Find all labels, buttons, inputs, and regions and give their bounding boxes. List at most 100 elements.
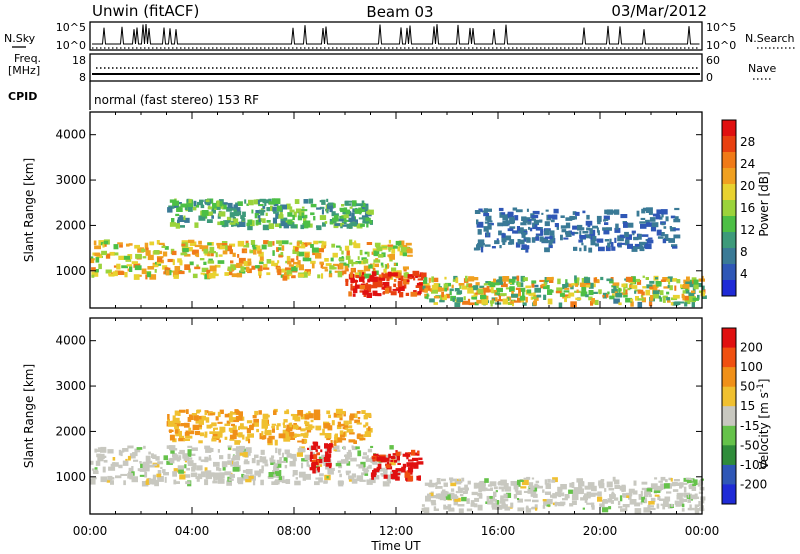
heatmap-cell [346, 471, 350, 476]
heatmap-cell [486, 230, 489, 237]
heatmap-cell [321, 454, 327, 458]
heatmap-cell [548, 244, 553, 249]
station-title: Unwin (fitACF) [92, 2, 199, 20]
heatmap-cell [258, 209, 266, 213]
heatmap-cell [304, 257, 312, 262]
heatmap-cell [216, 200, 220, 207]
heatmap-cell [603, 230, 610, 235]
ytick-label: 4000 [55, 128, 86, 142]
heatmap-cell [571, 283, 576, 286]
heatmap-cell [691, 301, 695, 308]
heatmap-cell [564, 287, 570, 290]
heatmap-cell [560, 225, 567, 229]
heatmap-cell [518, 293, 521, 297]
heatmap-cell [641, 487, 647, 491]
heatmap-cell [232, 429, 238, 436]
heatmap-cell [229, 434, 237, 440]
heatmap-cell [311, 445, 317, 450]
heatmap-cell [663, 499, 668, 504]
heatmap-cell [144, 471, 148, 478]
heatmap-cell [259, 433, 263, 439]
heatmap-cell [317, 274, 321, 279]
heatmap-cell [393, 472, 401, 476]
heatmap-cell [437, 286, 442, 292]
heatmap-cell [411, 449, 416, 456]
heatmap-cell [268, 472, 275, 478]
heatmap-cell [574, 283, 579, 287]
heatmap-cell [543, 281, 547, 287]
heatmap-cell [651, 222, 659, 228]
heatmap-cell [534, 504, 538, 510]
heatmap-cell [341, 432, 345, 438]
heatmap-cell [505, 492, 512, 498]
heatmap-cell [169, 429, 172, 433]
heatmap-cell [245, 240, 249, 245]
heatmap-cell [532, 296, 537, 300]
heatmap-cell [513, 494, 518, 499]
heatmap-cell [252, 415, 257, 419]
heatmap-cell [121, 265, 128, 269]
heatmap-cell [169, 434, 175, 441]
heatmap-cell [326, 437, 331, 441]
heatmap-cell [307, 424, 313, 431]
heatmap-cell [326, 410, 331, 415]
heatmap-cell [394, 459, 398, 463]
heatmap-cell [642, 207, 649, 212]
heatmap-cell [303, 272, 308, 278]
heatmap-cell [268, 201, 275, 205]
heatmap-cell [484, 244, 491, 247]
heatmap-cell [140, 463, 144, 468]
heatmap-cell [646, 284, 653, 289]
heatmap-cell [407, 254, 413, 257]
heatmap-cell [668, 238, 675, 243]
heatmap-cell [249, 250, 255, 254]
heatmap-cell [575, 297, 582, 301]
heatmap-cell [413, 277, 416, 281]
heatmap-cell [321, 244, 326, 249]
heatmap-cell [174, 266, 181, 272]
heatmap-cell [235, 450, 242, 455]
heatmap-cell [343, 214, 349, 219]
heatmap-cell [646, 222, 653, 227]
heatmap-cell [183, 215, 186, 221]
heatmap-cell [236, 272, 243, 278]
heatmap-cell [562, 284, 568, 290]
heatmap-cell [362, 456, 369, 459]
heatmap-cell [598, 289, 602, 294]
heatmap-cell [123, 480, 126, 486]
heatmap-cell [382, 481, 390, 487]
heatmap-cell [669, 483, 672, 489]
heatmap-cell [272, 241, 275, 246]
heatmap-cell [351, 212, 355, 219]
heatmap-cell [172, 471, 177, 477]
heatmap-cell [334, 270, 341, 273]
heatmap-cell [256, 459, 260, 466]
heatmap-cell [251, 458, 256, 464]
heatmap-cell [503, 281, 506, 286]
heatmap-cell [667, 276, 673, 279]
heatmap-cell [211, 207, 216, 214]
heatmap-cell [683, 279, 687, 284]
heatmap-cell [526, 289, 532, 294]
heatmap-cell [366, 242, 373, 245]
heatmap-cell [443, 497, 446, 501]
heatmap-cell [626, 495, 630, 498]
heatmap-cell [232, 218, 239, 224]
heatmap-cell [416, 292, 421, 296]
heatmap-cell [498, 486, 506, 490]
heatmap-cell [237, 240, 245, 247]
heatmap-cell [332, 263, 339, 267]
heatmap-cell [535, 233, 543, 236]
colorbar-tick-label: 16 [740, 201, 755, 215]
heatmap-cell [615, 223, 619, 230]
heatmap-cell [309, 467, 315, 471]
heatmap-cell [452, 297, 455, 303]
heatmap-cell [671, 244, 678, 248]
heatmap-cell [479, 285, 485, 288]
heatmap-cell [389, 253, 395, 260]
heatmap-cell [266, 207, 270, 212]
heatmap-cell [493, 278, 497, 283]
heatmap-cell [433, 302, 438, 305]
heatmap-cell [352, 242, 357, 245]
heatmap-cell [490, 287, 494, 293]
